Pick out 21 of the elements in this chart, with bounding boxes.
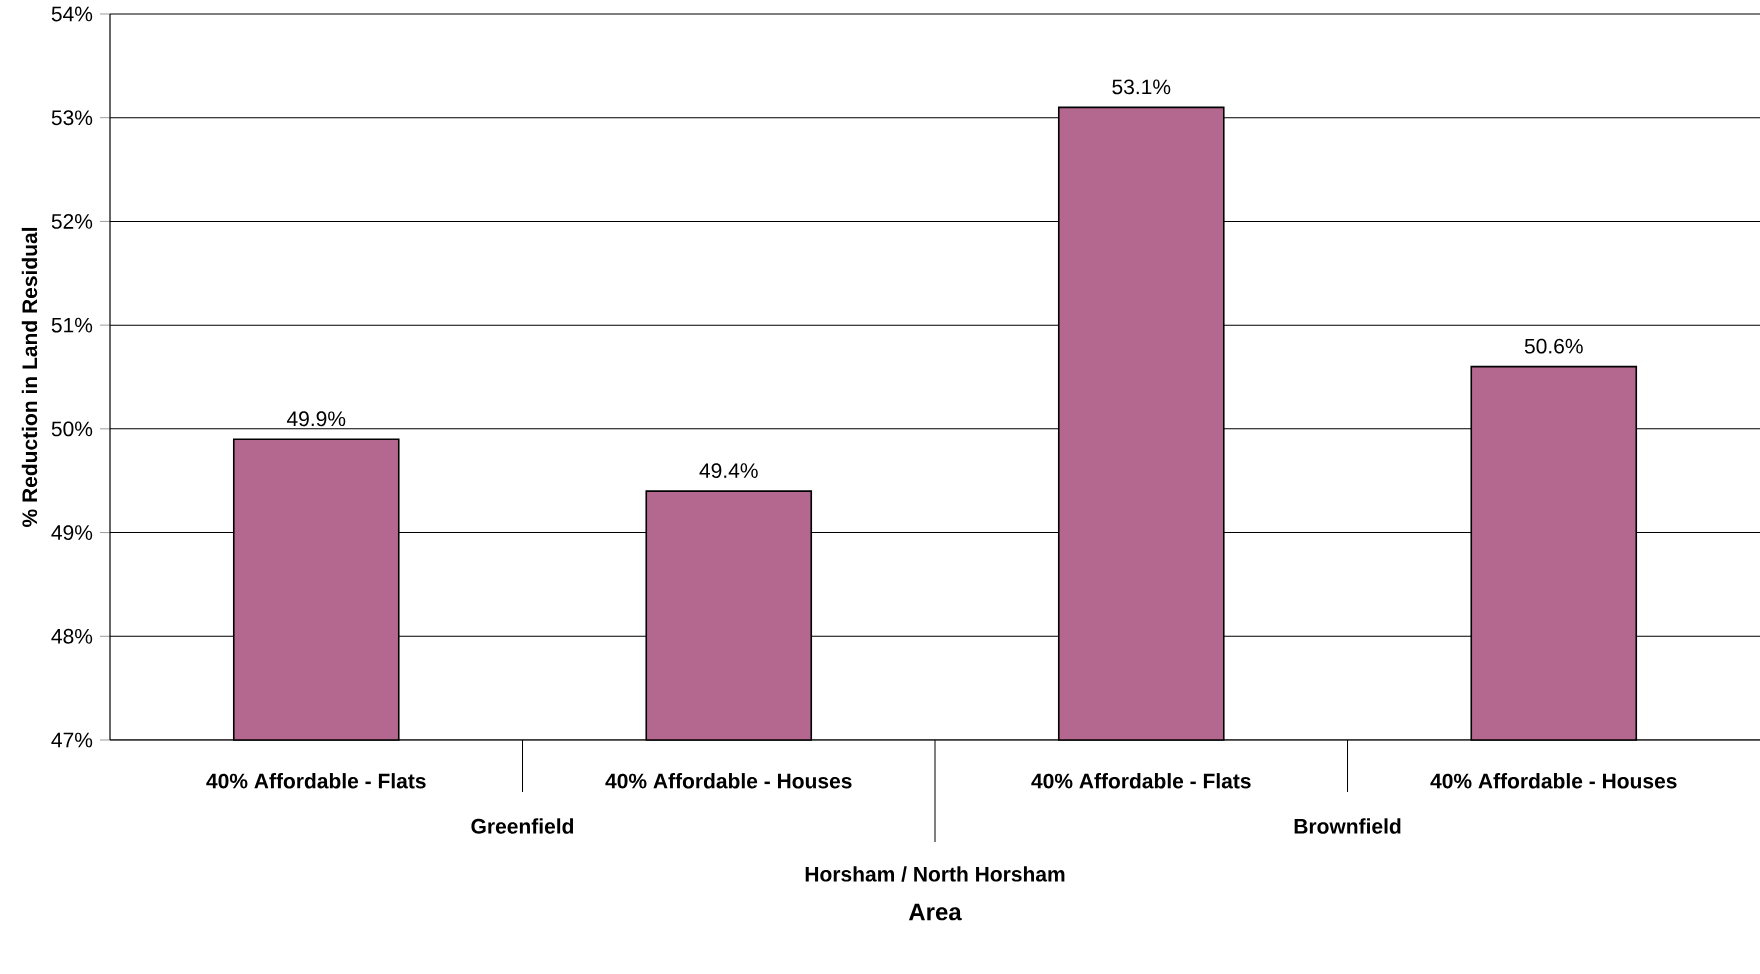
text: Horsham / North Horsham: [805, 866, 1065, 882]
x-tick-label: 40% Affordable - Houses: [1430, 773, 1677, 789]
y-tick-label: 54%: [51, 6, 93, 22]
x-tick-label: 40% Affordable - Flats: [206, 773, 426, 789]
y-tick-label: 47%: [51, 732, 93, 748]
y-tick-label: 49%: [51, 525, 93, 541]
text: Greenfield: [471, 818, 574, 834]
text: Brownfield: [1294, 818, 1401, 834]
y-axis-title: % Reduction in Land Residual: [21, 227, 38, 527]
y-tick-label: 52%: [51, 214, 93, 229]
y-tick-label: 53%: [51, 110, 93, 126]
data-label: 49.4%: [699, 463, 758, 479]
y-tick-label: 48%: [51, 628, 93, 644]
data-label: 50.6%: [1524, 338, 1583, 354]
x-tick-label: 40% Affordable - Flats: [1031, 773, 1251, 789]
y-tick-label: 50%: [51, 421, 93, 437]
x-axis-title: Area: [908, 903, 962, 921]
data-label: 53.1%: [1112, 79, 1171, 95]
x-tick-label: 40% Affordable - Houses: [605, 773, 852, 789]
data-label: 49.9%: [286, 411, 346, 427]
y-tick-label: 51%: [51, 317, 93, 333]
